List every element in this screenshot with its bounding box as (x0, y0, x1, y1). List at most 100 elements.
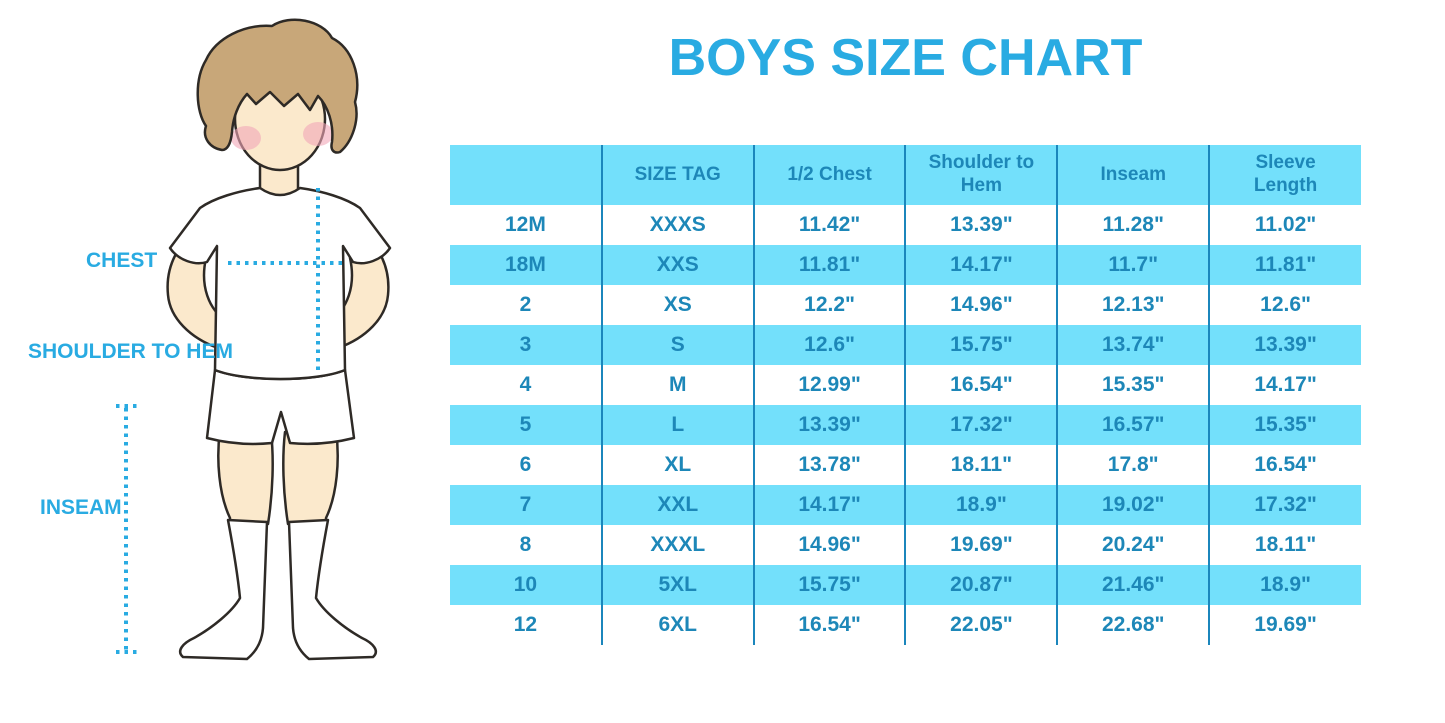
table-cell: XL (600, 445, 754, 485)
table-cell: 12.2" (752, 285, 906, 325)
table-cell: 10 (513, 573, 538, 596)
table-cell: 13.78" (752, 445, 906, 485)
table-cell: 11.28" (1056, 205, 1210, 245)
boy-right-blush (303, 122, 333, 146)
table-cell: 2 (519, 293, 532, 316)
table-cell: 18.11" (1208, 525, 1361, 565)
table-row: 4 M 12.99" 16.54" 15.35" 14.17" (450, 365, 1361, 405)
table-cell: 20.87" (904, 565, 1058, 605)
table-cell: 15.75" (752, 565, 906, 605)
table-cell: 14.96" (904, 285, 1058, 325)
page-title: BOYS SIZE CHART (668, 29, 1143, 87)
table-cell: 11.42" (752, 205, 906, 245)
table-cell: 11.7" (1056, 245, 1210, 285)
table-cell: 17.8" (1056, 445, 1210, 485)
table-cell: 5 (519, 413, 532, 436)
table-row: 12 6XL 16.54" 22.05" 22.68" 19.69" (450, 605, 1361, 645)
table-cell: 22.68" (1056, 605, 1210, 645)
table-row: 18M XXS 11.81" 14.17" 11.7" 11.81" (450, 245, 1361, 285)
table-cell: XXS (600, 245, 754, 285)
table-cell: 18.9" (904, 485, 1058, 525)
table-cell: 20.24" (1056, 525, 1210, 565)
table-cell: 15.35" (1208, 405, 1361, 445)
table-cell: XXXS (600, 205, 754, 245)
table-cell: 15.75" (904, 325, 1058, 365)
table-cell: 12.13" (1056, 285, 1210, 325)
size-table-body: 12M XXXS 11.42" 13.39" 11.28" 11.02" 18M XXS 11.… (450, 205, 1361, 645)
table-cell: 22.05" (904, 605, 1058, 645)
table-cell: 12M (504, 213, 546, 236)
table-cell: 19.69" (1208, 605, 1361, 645)
table-cell: 4 (519, 373, 532, 396)
table-cell: 12.99" (752, 365, 906, 405)
column-header: Sleeve Length (1208, 145, 1361, 205)
table-cell: 11.81" (1208, 245, 1361, 285)
table-cell: 18.9" (1208, 565, 1361, 605)
column-header (450, 145, 602, 205)
table-cell: XXL (600, 485, 754, 525)
table-cell: 12 (513, 613, 538, 636)
table-cell: 14.17" (752, 485, 906, 525)
boy-left-sock (178, 518, 269, 661)
table-cell: 13.39" (752, 405, 906, 445)
table-cell: 14.17" (904, 245, 1058, 285)
table-cell: 15.35" (1056, 365, 1210, 405)
column-header: Shoulder to Hem (904, 145, 1058, 205)
table-cell: 6XL (600, 605, 754, 645)
table-cell: 19.69" (904, 525, 1058, 565)
table-cell: M (600, 365, 754, 405)
table-cell: 7 (519, 493, 532, 516)
table-row: 5 L 13.39" 17.32" 16.57" 15.35" (450, 405, 1361, 445)
table-row: 7 XXL 14.17" 18.9" 19.02" 17.32" (450, 485, 1361, 525)
inseam-label: INSEAM (40, 496, 122, 519)
table-cell: 13.39" (1208, 325, 1361, 365)
table-cell: 16.54" (752, 605, 906, 645)
table-header-row: SIZE TAG 1/2 Chest Shoulder to Hem Inseam Sl… (450, 145, 1361, 205)
table-cell: 19.02" (1056, 485, 1210, 525)
table-cell: 6 (519, 453, 532, 476)
boy-illustration (116, 18, 392, 661)
table-cell: 18M (504, 253, 546, 276)
table-cell: 21.46" (1056, 565, 1210, 605)
table-row: 3 S 12.6" 15.75" 13.74" 13.39" (450, 325, 1361, 365)
table-cell: 8 (519, 533, 532, 556)
table-row: 12M XXXS 11.42" 13.39" 11.28" 11.02" (450, 205, 1361, 245)
table-cell: 16.54" (1208, 445, 1361, 485)
column-header: SIZE TAG (600, 145, 754, 205)
table-cell: 13.39" (904, 205, 1058, 245)
column-header: 1/2 Chest (752, 145, 906, 205)
table-cell: 18.11" (904, 445, 1058, 485)
boy-hair (196, 18, 359, 154)
table-cell: 11.81" (752, 245, 906, 285)
table-cell: 12.6" (1208, 285, 1361, 325)
table-row: 2 XS 12.2" 14.96" 12.13" 12.6" (450, 285, 1361, 325)
boy-shorts (205, 368, 356, 446)
table-cell: 11.02" (1208, 205, 1361, 245)
table-cell: 16.57" (1056, 405, 1210, 445)
boy-right-sock (287, 518, 378, 661)
shoulder-to-hem-label: SHOULDER TO HEM (28, 340, 233, 363)
chest-label: CHEST (86, 249, 158, 272)
table-cell: 3 (519, 333, 532, 356)
table-cell: 17.32" (904, 405, 1058, 445)
table-row: 10 5XL 15.75" 20.87" 21.46" 18.9" (450, 565, 1361, 605)
table-cell: 13.74" (1056, 325, 1210, 365)
table-cell: L (600, 405, 754, 445)
table-row: 6 XL 13.78" 18.11" 17.8" 16.54" (450, 445, 1361, 485)
table-cell: S (600, 325, 754, 365)
column-header: Inseam (1056, 145, 1210, 205)
table-row: 8 XXXL 14.96" 19.69" 20.24" 18.11" (450, 525, 1361, 565)
table-cell: 14.17" (1208, 365, 1361, 405)
table-cell: XS (600, 285, 754, 325)
table-cell: 16.54" (904, 365, 1058, 405)
table-cell: 14.96" (752, 525, 906, 565)
boy-left-blush (231, 126, 261, 150)
boy-tshirt (168, 186, 392, 381)
table-cell: XXXL (600, 525, 754, 565)
size-table-head: SIZE TAG 1/2 Chest Shoulder to Hem Inseam Sl… (450, 145, 1361, 205)
table-cell: 17.32" (1208, 485, 1361, 525)
table-cell: 5XL (600, 565, 754, 605)
table-cell: 12.6" (752, 325, 906, 365)
size-table: SIZE TAG 1/2 Chest Shoulder to Hem Inseam Sl… (450, 145, 1361, 645)
